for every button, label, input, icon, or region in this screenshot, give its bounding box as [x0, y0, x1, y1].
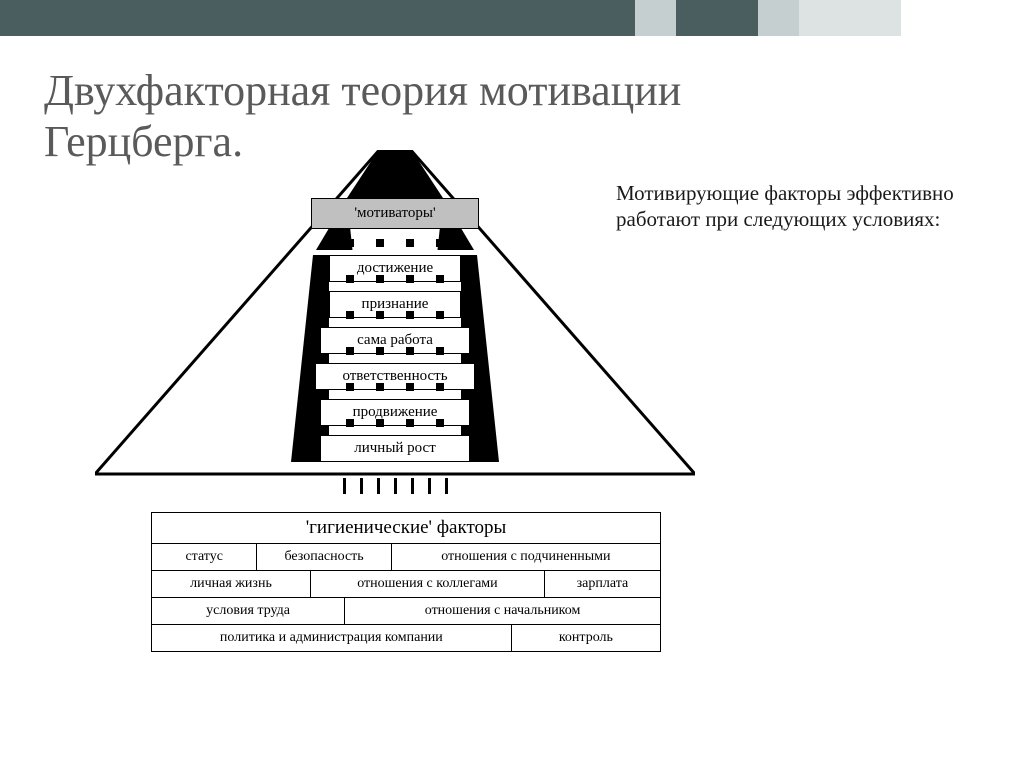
motivator-factor-label: ответственность — [342, 368, 447, 384]
hygiene-cell: зарплата — [545, 571, 660, 597]
connector-row — [335, 239, 455, 247]
hygiene-cell: контроль — [512, 625, 660, 651]
connector-row — [326, 419, 464, 427]
hygiene-cell: статус — [152, 544, 257, 570]
connector-row — [321, 347, 469, 355]
hygiene-cell: политика и администрация компании — [152, 625, 512, 651]
connector-row — [326, 311, 464, 319]
connector-row — [326, 383, 464, 391]
hygiene-cell: отношения с подчиненными — [392, 544, 660, 570]
motivators-header-box: 'мотиваторы' — [311, 198, 479, 229]
hygiene-cell: условия труда — [152, 598, 345, 624]
motivator-factor-label: признание — [362, 296, 429, 312]
hygiene-factors-box: 'гигиенические' факторы статусбезопаснос… — [151, 512, 661, 652]
hygiene-row: условия трудаотношения с начальником — [152, 598, 660, 625]
herzberg-diagram: 'мотиваторы' достижение признание сама раб… — [95, 150, 695, 710]
hygiene-row: личная жизньотношения с коллегамизарплат… — [152, 571, 660, 598]
hygiene-cell: отношения с коллегами — [311, 571, 545, 597]
hygiene-row: статусбезопасностьотношения с подчиненны… — [152, 544, 660, 571]
motivator-factor-label: продвижение — [353, 404, 438, 420]
motivators-label: 'мотиваторы' — [354, 205, 435, 221]
motivator-factor-label: достижение — [357, 260, 433, 276]
motivator-factor-label: сама работа — [357, 332, 433, 348]
top-bar — [0, 0, 1024, 36]
hygiene-row: политика и администрация компанииконтрол… — [152, 625, 660, 651]
motivator-factor-box: личный рост — [320, 435, 470, 462]
motivator-factor-label: личный рост — [354, 440, 436, 456]
connector-row — [335, 275, 455, 283]
thrust-lines — [339, 478, 451, 494]
hygiene-cell: личная жизнь — [152, 571, 311, 597]
hygiene-cell: безопасность — [257, 544, 391, 570]
hygiene-header: 'гигиенические' факторы — [152, 513, 660, 544]
hygiene-cell: отношения с начальником — [345, 598, 660, 624]
